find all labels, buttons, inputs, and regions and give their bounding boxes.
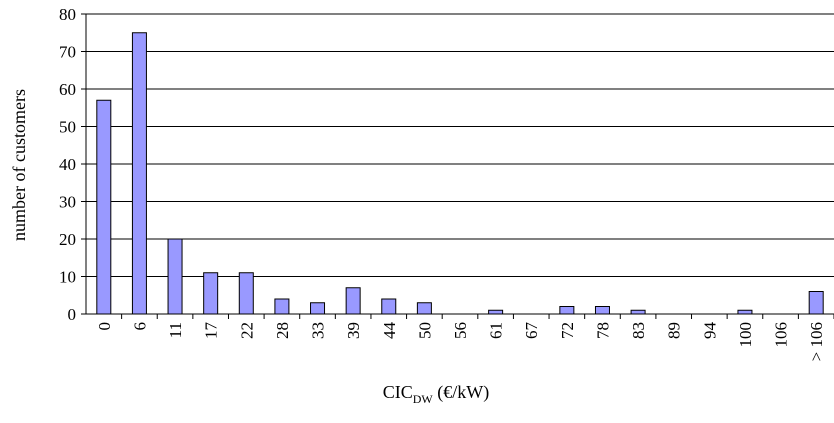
x-tick-label: 78 bbox=[593, 322, 612, 339]
x-tick-label: 33 bbox=[309, 322, 328, 339]
y-tick-label: 0 bbox=[68, 305, 77, 324]
x-axis-title-main: CIC bbox=[383, 382, 413, 402]
bar bbox=[131, 32, 147, 315]
x-axis-title: CICDW (€/kW) bbox=[383, 382, 490, 406]
y-tick-label: 60 bbox=[59, 80, 76, 99]
x-tick-label: 11 bbox=[166, 322, 185, 338]
x-tick-label: 83 bbox=[629, 322, 648, 339]
bar bbox=[345, 287, 361, 315]
x-tick-label: 44 bbox=[380, 322, 399, 340]
bar bbox=[274, 298, 290, 315]
bar bbox=[96, 99, 112, 315]
bar bbox=[167, 238, 183, 315]
bar bbox=[559, 306, 575, 315]
y-tick-label: 40 bbox=[59, 155, 76, 174]
x-tick-label: 56 bbox=[451, 322, 470, 339]
x-tick-label: 6 bbox=[130, 322, 149, 331]
x-tick-label: 22 bbox=[237, 322, 256, 339]
bar bbox=[310, 302, 326, 315]
x-tick-label: 17 bbox=[202, 322, 221, 340]
x-axis-title-unit: (€/kW) bbox=[433, 382, 489, 403]
y-tick-label: 50 bbox=[59, 118, 76, 137]
x-tick-label: 28 bbox=[273, 322, 292, 339]
y-tick-label: 10 bbox=[59, 268, 76, 287]
bar bbox=[203, 272, 219, 315]
x-tick-label: 94 bbox=[700, 322, 719, 340]
x-tick-label: 89 bbox=[665, 322, 684, 339]
x-tick-label: 50 bbox=[415, 322, 434, 339]
x-tick-label: 67 bbox=[522, 322, 541, 340]
x-tick-label: 72 bbox=[558, 322, 577, 339]
y-tick-label: 20 bbox=[59, 230, 76, 249]
y-tick-label: 30 bbox=[59, 193, 76, 212]
bar bbox=[808, 291, 824, 315]
bar bbox=[594, 306, 610, 315]
x-tick-label: 100 bbox=[736, 322, 755, 348]
x-tick-label: 39 bbox=[344, 322, 363, 339]
gridlines bbox=[86, 13, 834, 277]
bar bbox=[630, 309, 646, 315]
bar bbox=[737, 309, 753, 315]
x-axis-title-subscript: DW bbox=[413, 392, 434, 406]
x-tick-labels: 0 6 11 17 22 28 33 39 44 50 56 61 67 72 78 83 89 94 100 106… bbox=[95, 322, 826, 362]
x-tick-label: > 106 bbox=[807, 322, 826, 361]
y-axis-title: number of customers bbox=[9, 89, 29, 241]
y-tick-label: 70 bbox=[59, 43, 76, 62]
bar bbox=[488, 309, 504, 315]
axes bbox=[81, 13, 834, 319]
y-tick-labels: 0 10 20 30 40 50 60 70 80 bbox=[59, 5, 76, 324]
bar bbox=[238, 272, 254, 315]
bar bbox=[416, 302, 432, 315]
x-tick-label: 61 bbox=[487, 322, 506, 339]
bar bbox=[381, 298, 397, 315]
x-tick-label: 106 bbox=[772, 322, 791, 348]
x-tick-label: 0 bbox=[95, 322, 114, 331]
y-tick-label: 80 bbox=[59, 5, 76, 24]
bars bbox=[96, 32, 824, 315]
